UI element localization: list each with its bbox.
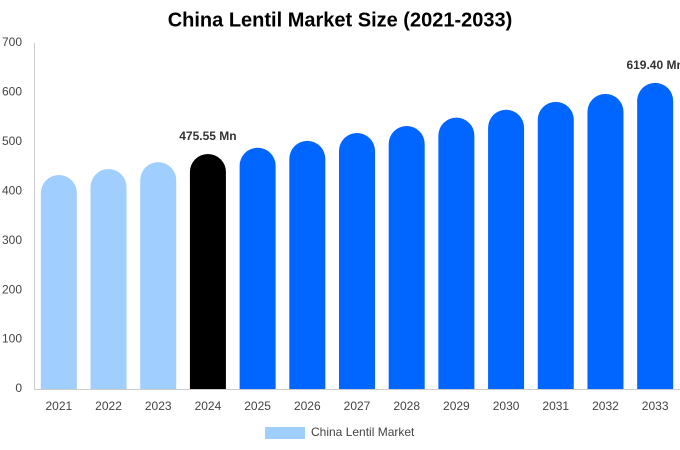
x-tick-label: 2023 (145, 399, 172, 413)
x-tick-label: 2024 (195, 399, 222, 413)
x-tick-label: 2029 (443, 399, 470, 413)
chart-title: China Lentil Market Size (2021-2033) (168, 9, 513, 31)
x-tick-label: 2025 (244, 399, 271, 413)
y-tick-label: 700 (2, 35, 22, 49)
x-tick-label: 2026 (294, 399, 321, 413)
y-tick-label: 500 (2, 134, 22, 148)
value-label: 619.40 Mn (626, 58, 680, 72)
x-tick-label: 2033 (642, 399, 669, 413)
bar (90, 169, 127, 389)
legend-swatch (265, 427, 305, 439)
bar (637, 82, 674, 390)
x-tick-label: 2028 (393, 399, 420, 413)
bar (140, 162, 177, 389)
bar (587, 93, 624, 389)
y-tick-label: 0 (15, 381, 22, 395)
x-tick-label: 2032 (592, 399, 619, 413)
y-tick-label: 100 (2, 332, 22, 346)
bar (189, 153, 226, 389)
y-tick-label: 600 (2, 85, 22, 99)
bar (339, 132, 375, 389)
y-tick-label: 200 (2, 282, 22, 296)
bar (239, 147, 276, 389)
bar (40, 174, 77, 389)
x-tick-label: 2031 (542, 399, 569, 413)
bar (488, 109, 525, 390)
legend-label: China Lentil Market (311, 425, 415, 439)
y-tick-label: 300 (2, 233, 22, 247)
value-label: 475.55 Mn (179, 129, 236, 143)
x-tick-label: 2030 (493, 399, 520, 413)
x-tick-label: 2021 (45, 399, 72, 413)
x-tick-label: 2022 (95, 399, 122, 413)
bar (388, 126, 425, 390)
bar (537, 101, 574, 389)
x-tick-label: 2027 (344, 399, 371, 413)
y-tick-label: 400 (2, 183, 22, 197)
bar (289, 140, 326, 389)
bar (438, 117, 475, 389)
